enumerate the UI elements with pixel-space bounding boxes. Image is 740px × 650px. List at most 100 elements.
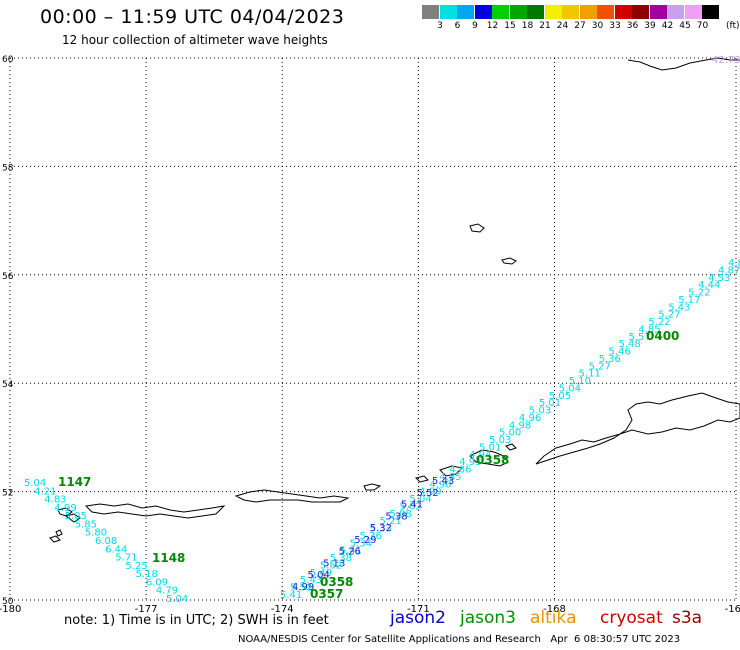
colorbar-label: 24 <box>556 21 569 31</box>
right-track-value: 5.34 <box>350 538 372 549</box>
colorbar-label: 39 <box>644 21 656 31</box>
left-track-value: 5.25 <box>125 561 147 572</box>
jason2-track-value: 5.13 <box>323 558 345 569</box>
right-track-value: 5.41 <box>280 590 302 601</box>
colorbar-swatch <box>649 5 667 19</box>
right-track-value: 5.04 <box>559 383 581 394</box>
legend-altika: altika <box>530 608 577 628</box>
left-track-value: 5.71 <box>115 553 137 564</box>
right-track-value: 4.85 <box>638 324 660 335</box>
right-track-value: 5.22 <box>688 288 710 299</box>
colorbar-label: 45 <box>679 21 691 31</box>
right-track-value: 4.87 <box>718 265 740 276</box>
colorbar-swatch <box>579 5 597 19</box>
colorbar-swatch <box>667 5 684 19</box>
colorbar-label: 18 <box>521 21 534 31</box>
colorbar-label: 70 <box>696 21 709 31</box>
x-tick-label: -171 <box>407 604 430 615</box>
right-track-value: 5.02 <box>399 501 421 512</box>
legend-cryosat: cryosat <box>600 608 663 628</box>
x-tick-label: -180 <box>0 604 21 615</box>
right-track-value: 4.86 <box>449 465 471 476</box>
y-tick-label: 54 <box>2 380 14 390</box>
coast-alaska-peninsula <box>535 392 740 465</box>
left-track-value: 4.21 <box>34 486 56 497</box>
right-track-value: 5.33 <box>370 524 392 535</box>
track-time-label: 0400 <box>646 329 679 343</box>
jason2-track-value: 5.38 <box>385 511 407 522</box>
colorbar-swatch <box>492 5 509 19</box>
coast-island-small-5 <box>49 535 61 543</box>
colorbar-label: 27 <box>574 21 586 31</box>
x-tick-label: -177 <box>135 604 158 615</box>
colorbar-swatch <box>684 5 702 19</box>
right-track-value: 5.43 <box>300 575 322 586</box>
colorbar-label: 30 <box>591 21 604 31</box>
legend-s3a: s3a <box>672 608 703 628</box>
jason2-track-value: 5.26 <box>339 547 361 558</box>
right-track-value: 5.36 <box>599 354 621 365</box>
coast-island-pribilof-2 <box>501 257 517 265</box>
colorbar-swatch <box>474 5 492 19</box>
right-track-value: 5.46 <box>609 347 631 358</box>
altimeter-tracks: 5.044.214.834.995.055.855.806.086.445.71… <box>24 258 740 605</box>
track-time-label: 0357 <box>310 587 343 601</box>
y-tick-label: 60 <box>2 55 14 65</box>
right-track-value: 5.41 <box>340 546 362 557</box>
right-track-value: 5.27 <box>658 310 680 321</box>
right-track-value: 4.99 <box>419 487 441 498</box>
map-subtitle: 12 hour collection of altimeter wave hei… <box>62 33 328 47</box>
right-track-value: 4.94 <box>469 450 491 461</box>
right-track-value: 5.22 <box>648 317 670 328</box>
track-time-label: 0358 <box>320 575 353 589</box>
left-track-value: 6.44 <box>105 544 127 555</box>
coast-island-umnak <box>439 465 464 477</box>
left-track-value: 5.18 <box>136 569 158 580</box>
y-tick-label: 58 <box>2 163 14 173</box>
left-track-value: 6.09 <box>146 577 168 588</box>
jason2-track-value: 5.32 <box>370 523 392 534</box>
colorbar-label: 15 <box>504 21 516 31</box>
x-tick-label: -168 <box>543 604 566 615</box>
right-track-value: 5.21 <box>380 516 402 527</box>
right-track-value: 5.49 <box>310 568 332 579</box>
right-track-value: 4.98 <box>509 420 531 431</box>
colorbar-label: 12 <box>486 21 499 31</box>
colorbar-swatch <box>544 5 562 19</box>
colorbar-swatch <box>702 5 719 19</box>
colorbar-label: 6 <box>454 21 461 31</box>
right-track-value: 4.84 <box>728 258 740 269</box>
colorbar-label: 3 <box>437 21 443 31</box>
left-track-value: 4.99 <box>54 503 76 514</box>
coast-island-small-4 <box>64 513 81 523</box>
coast-andreanof-islands <box>234 489 350 503</box>
jason2-track-value: 4.99 <box>292 582 314 593</box>
right-track-value: 5.08 <box>390 509 412 520</box>
left-track-value: 5.85 <box>75 519 97 530</box>
footer-credit: NOAA/NESDIS Center for Satellite Applica… <box>238 634 681 645</box>
corner-value-label: 42.73 <box>712 55 740 66</box>
colorbar-swatch <box>597 5 614 19</box>
colorbar-swatch <box>439 5 457 19</box>
colorbar-label: 33 <box>609 21 621 31</box>
coast-near-islands <box>57 507 73 517</box>
map-title: 00:00 – 11:59 UTC 04/04/2023 <box>40 6 345 28</box>
right-track-value: 5.17 <box>678 295 700 306</box>
coast-rat-islands <box>84 503 226 519</box>
coast-island-small-6 <box>55 529 63 537</box>
right-track-value: 5.52 <box>290 583 312 594</box>
right-track-value: 5.43 <box>668 302 690 313</box>
y-tick-label: 52 <box>2 489 13 499</box>
colorbar-swatch <box>509 5 527 19</box>
right-track-value: 5.36 <box>360 531 382 542</box>
left-track-value: 4.83 <box>44 495 66 506</box>
right-track-value: 5.10 <box>569 376 591 387</box>
colorbar-swatch <box>632 5 649 19</box>
colorbar-label: 42 <box>661 21 674 31</box>
lat-lon-grid <box>9 57 737 601</box>
colorbar-swatch <box>457 5 474 19</box>
right-track-value: 4.96 <box>519 413 541 424</box>
right-track-value: 4.90 <box>429 479 451 490</box>
colorbar-label: 36 <box>626 21 639 31</box>
left-track-value: 4.79 <box>156 586 178 597</box>
